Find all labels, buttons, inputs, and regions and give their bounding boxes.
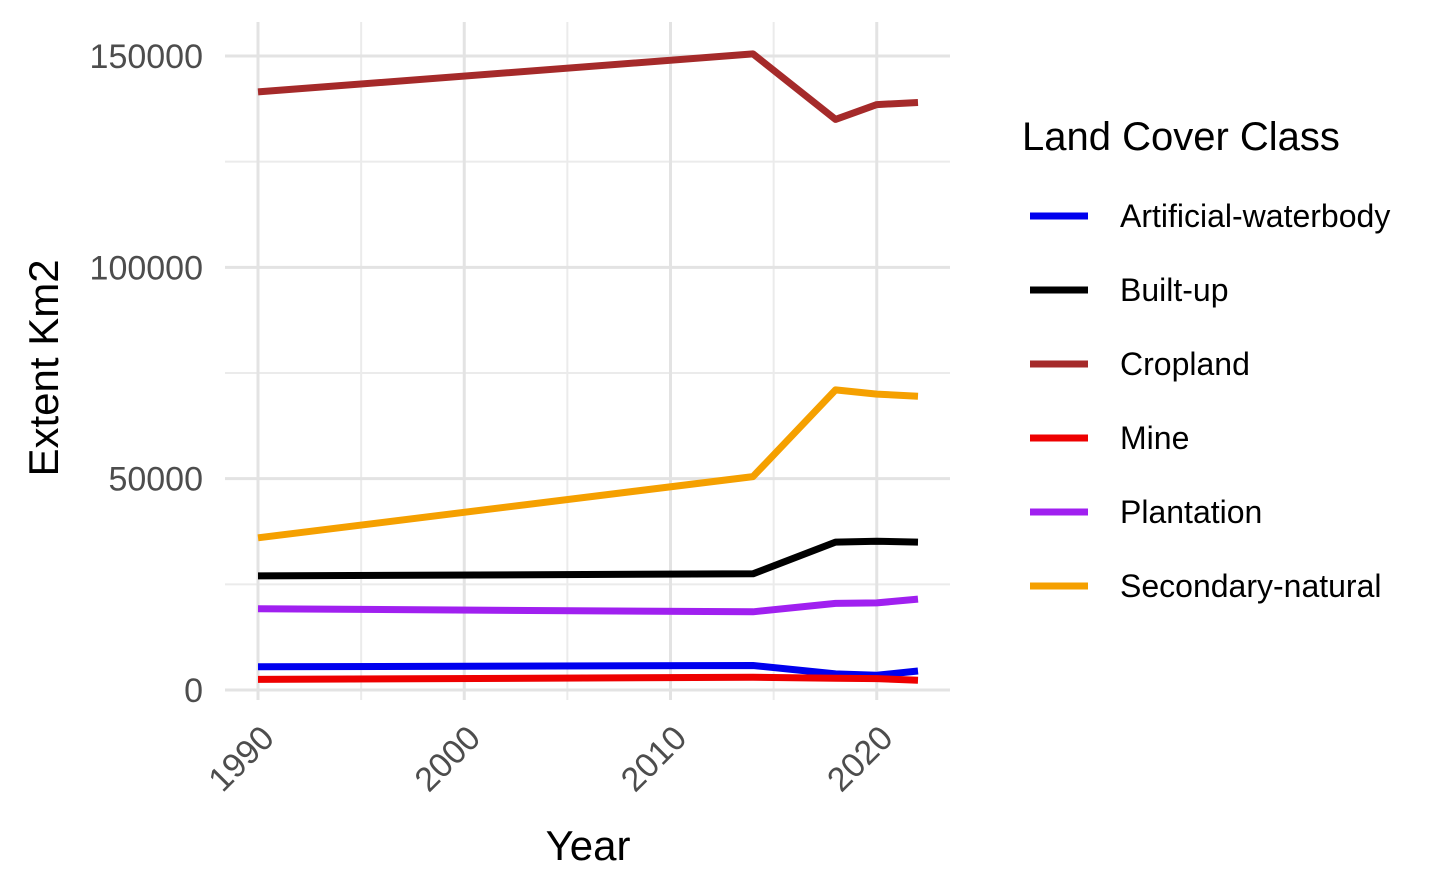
x-axis-title: Year	[546, 822, 631, 869]
series-line-secondary-natural	[257, 386, 919, 542]
series-line-mine	[257, 673, 919, 684]
series-lines	[257, 50, 919, 684]
x-axis-ticks: 1990 2000 2010 2020	[201, 719, 900, 799]
y-tick-label: 50000	[108, 461, 203, 499]
x-tick-label: 2000	[408, 719, 488, 799]
legend-label: Mine	[1120, 420, 1189, 456]
legend-label: Secondary-natural	[1120, 568, 1381, 604]
y-axis-title: Extent Km2	[20, 259, 67, 476]
series-line-plantation	[257, 595, 919, 616]
y-tick-label: 150000	[90, 38, 203, 76]
legend-label: Built-up	[1120, 272, 1229, 308]
legend-label: Cropland	[1120, 346, 1250, 382]
series-line-cropland	[257, 50, 919, 123]
x-tick-label: 2020	[820, 719, 900, 799]
legend-title: Land Cover Class	[1022, 115, 1340, 159]
legend-label: Artificial-waterbody	[1120, 198, 1390, 234]
y-tick-label: 100000	[90, 249, 203, 287]
series-line-built-up	[257, 537, 919, 580]
y-tick-label: 0	[184, 672, 203, 710]
legend: Artificial-waterbody Built-up Cropland Mine…	[1030, 198, 1390, 604]
legend-label: Plantation	[1120, 494, 1262, 530]
x-tick-label: 2010	[614, 719, 694, 799]
y-axis-ticks: 0 50000 100000 150000	[90, 38, 203, 710]
grid-lines	[225, 22, 950, 700]
series-line-artificial-waterbody	[257, 662, 919, 679]
x-tick-label: 1990	[201, 719, 281, 799]
